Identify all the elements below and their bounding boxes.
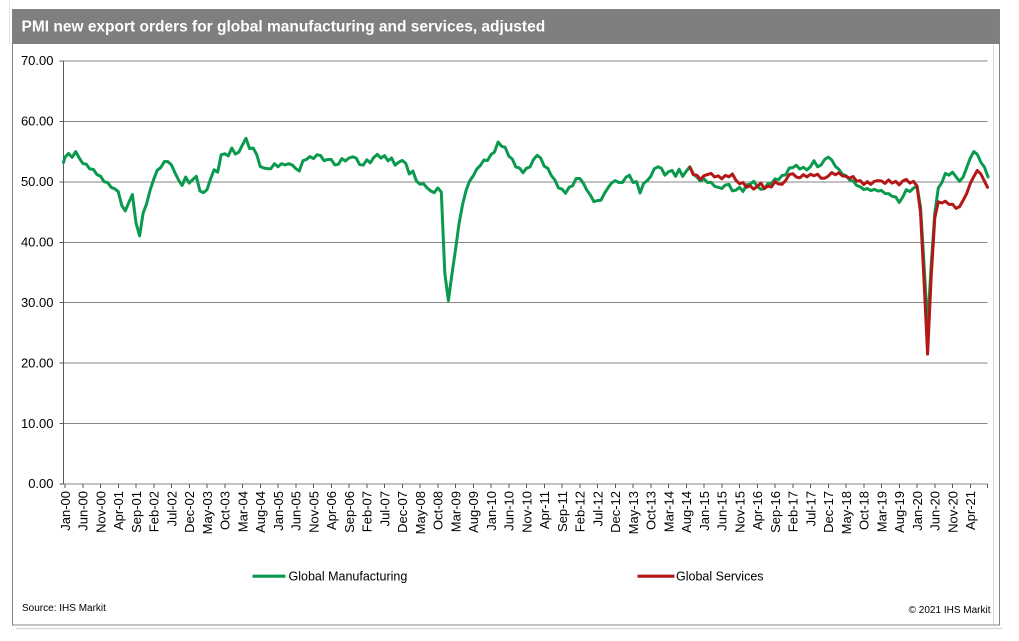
svg-text:Feb-02: Feb-02 (147, 491, 162, 532)
svg-text:Oct-08: Oct-08 (431, 491, 446, 530)
svg-text:Apr-11: Apr-11 (537, 491, 552, 529)
svg-text:Mar-04: Mar-04 (235, 491, 250, 532)
svg-text:Mar-19: Mar-19 (874, 491, 889, 532)
svg-text:Jun-20: Jun-20 (928, 491, 943, 531)
svg-text:Apr-21: Apr-21 (963, 491, 978, 530)
svg-text:PMI new export orders for glob: PMI new export orders for global manufac… (22, 19, 546, 36)
svg-text:May-03: May-03 (200, 491, 215, 534)
svg-text:Jul-02: Jul-02 (164, 491, 179, 526)
svg-text:Jul-12: Jul-12 (590, 491, 605, 526)
svg-text:May-18: May-18 (839, 491, 854, 534)
svg-text:Dec-17: Dec-17 (821, 491, 836, 533)
svg-text:Aug-14: Aug-14 (679, 491, 694, 533)
svg-text:Jul-07: Jul-07 (377, 491, 392, 526)
svg-text:May-13: May-13 (626, 491, 641, 534)
svg-text:Apr-06: Apr-06 (324, 491, 339, 530)
svg-text:Jan-15: Jan-15 (697, 491, 712, 531)
svg-text:Aug-19: Aug-19 (892, 491, 907, 533)
svg-text:May-08: May-08 (413, 491, 428, 534)
svg-text:Nov-00: Nov-00 (93, 491, 108, 533)
svg-text:40.00: 40.00 (21, 235, 54, 250)
svg-text:© 2021 IHS Markit: © 2021 IHS Markit (909, 605, 991, 616)
svg-text:Jun-15: Jun-15 (715, 491, 730, 531)
svg-text:Oct-03: Oct-03 (218, 491, 233, 530)
svg-text:Feb-12: Feb-12 (573, 491, 588, 532)
svg-text:60.00: 60.00 (21, 114, 54, 129)
svg-text:Source: IHS Markit: Source: IHS Markit (22, 603, 106, 614)
svg-text:20.00: 20.00 (21, 355, 54, 370)
svg-text:Feb-17: Feb-17 (786, 491, 801, 532)
svg-text:Dec-02: Dec-02 (182, 491, 197, 533)
svg-text:Jun-00: Jun-00 (76, 491, 91, 531)
svg-text:Dec-07: Dec-07 (395, 491, 410, 533)
svg-text:Nov-05: Nov-05 (306, 491, 321, 533)
svg-text:Mar-14: Mar-14 (661, 491, 676, 532)
svg-text:Nov-10: Nov-10 (519, 491, 534, 533)
svg-text:Oct-13: Oct-13 (644, 491, 659, 530)
svg-text:Mar-09: Mar-09 (448, 491, 463, 532)
svg-text:Sep-11: Sep-11 (555, 491, 570, 532)
svg-text:Aug-04: Aug-04 (253, 491, 268, 533)
svg-text:Dec-12: Dec-12 (608, 491, 623, 533)
svg-text:Oct-18: Oct-18 (857, 491, 872, 530)
svg-text:0.00: 0.00 (28, 476, 53, 491)
svg-text:Aug-09: Aug-09 (466, 491, 481, 533)
svg-text:Jul-17: Jul-17 (803, 491, 818, 526)
svg-text:10.00: 10.00 (21, 416, 54, 431)
svg-text:Sep-16: Sep-16 (768, 491, 783, 533)
svg-text:70.00: 70.00 (21, 53, 54, 68)
svg-text:Jun-05: Jun-05 (289, 491, 304, 531)
svg-text:Jan-00: Jan-00 (58, 491, 73, 531)
svg-text:Sep-01: Sep-01 (129, 491, 144, 533)
svg-text:Jan-10: Jan-10 (484, 491, 499, 531)
svg-text:Global Manufacturing: Global Manufacturing (289, 570, 408, 584)
svg-text:50.00: 50.00 (21, 174, 54, 189)
svg-text:Global Services: Global Services (676, 570, 764, 584)
svg-text:Nov-15: Nov-15 (732, 491, 747, 533)
svg-text:Nov-20: Nov-20 (945, 491, 960, 533)
svg-text:30.00: 30.00 (21, 295, 54, 310)
svg-text:Feb-07: Feb-07 (360, 491, 375, 532)
svg-text:Jun-10: Jun-10 (502, 491, 517, 531)
svg-text:Jan-05: Jan-05 (271, 491, 286, 531)
svg-text:Apr-16: Apr-16 (750, 491, 765, 530)
svg-text:Jan-20: Jan-20 (910, 491, 925, 531)
svg-text:Apr-01: Apr-01 (111, 491, 126, 530)
svg-text:Sep-06: Sep-06 (342, 491, 357, 533)
